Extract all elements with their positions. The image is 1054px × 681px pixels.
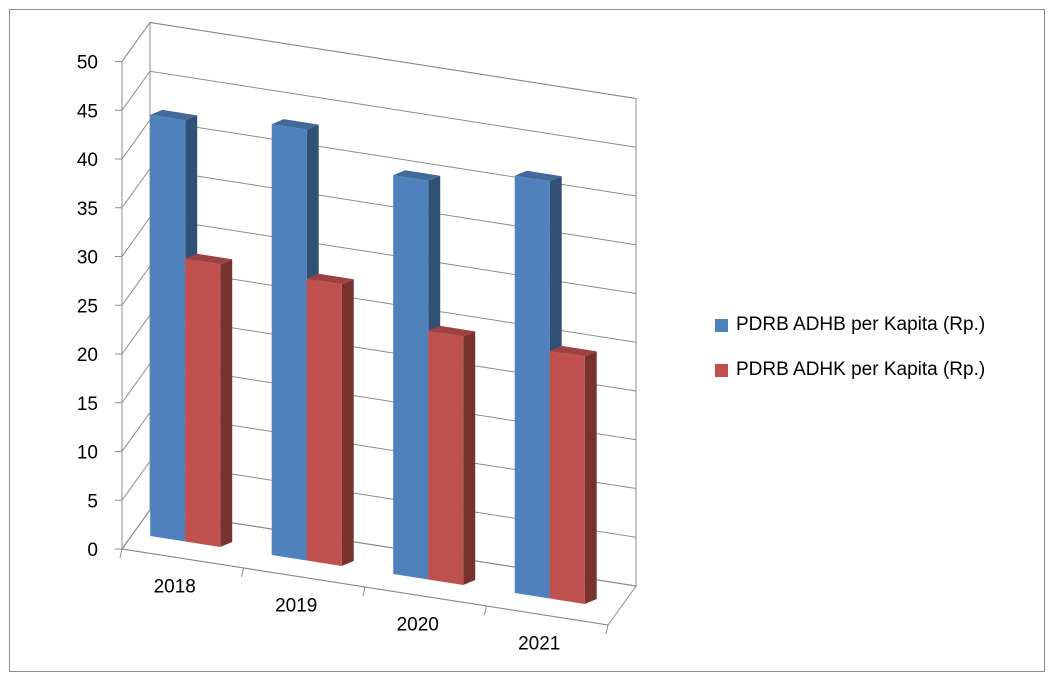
legend-item-adhb: PDRB ADHB per Kapita (Rp.) xyxy=(715,313,985,337)
y-tick-label: 5 xyxy=(87,491,98,512)
gridline xyxy=(121,168,637,246)
gridline xyxy=(121,265,637,343)
bar-front xyxy=(185,258,221,548)
x-tick-label: 2019 xyxy=(275,596,317,617)
x-tick-label: 2018 xyxy=(154,577,196,598)
bar-top xyxy=(185,253,233,265)
y-tick-label: 45 xyxy=(77,101,98,122)
bar-side xyxy=(220,259,233,548)
bar-2018-adhk xyxy=(185,253,233,548)
bar-top xyxy=(271,119,319,130)
legend: PDRB ADHB per Kapita (Rp.) PDRB ADHK per… xyxy=(715,313,985,403)
y-tick-label: 10 xyxy=(77,443,98,464)
y-tick-label: 15 xyxy=(77,394,98,415)
bar-front xyxy=(393,175,429,580)
x-tick-mark xyxy=(362,586,366,597)
bar-front xyxy=(428,330,464,586)
gridline xyxy=(121,119,637,197)
bar-front xyxy=(549,350,585,605)
bar-top xyxy=(306,273,354,285)
x-tick-label: 2020 xyxy=(397,615,439,636)
bar-front xyxy=(306,278,342,567)
bar-2020-adhk xyxy=(428,325,476,586)
y-tick-label: 35 xyxy=(77,199,98,220)
bar-top xyxy=(514,170,562,182)
legend-swatch-adhk xyxy=(715,363,728,377)
y-tick-label: 25 xyxy=(77,296,98,317)
x-tick-mark xyxy=(605,624,609,635)
bar-2021-adhk xyxy=(549,345,597,605)
bar-top xyxy=(549,345,597,357)
bar-front xyxy=(271,124,307,561)
gridline xyxy=(121,70,637,148)
legend-swatch-adhb xyxy=(715,318,728,332)
x-tick-label: 2021 xyxy=(518,634,560,655)
bar-side xyxy=(584,351,597,605)
gridline xyxy=(121,21,637,99)
bar-top xyxy=(150,109,198,121)
bar-top xyxy=(428,325,476,337)
x-tick-mark xyxy=(119,548,123,559)
x-tick-mark xyxy=(241,567,244,578)
bar-side xyxy=(341,279,354,567)
y-tick-label: 0 xyxy=(87,540,98,561)
y-tick-label: 50 xyxy=(77,53,98,74)
gridline xyxy=(121,216,637,294)
y-tick-label: 20 xyxy=(77,345,98,366)
legend-label-adhk: PDRB ADHK per Kapita (Rp.) xyxy=(736,359,986,380)
legend-item-adhk: PDRB ADHK per Kapita (Rp.) xyxy=(715,358,985,382)
bar-side xyxy=(463,331,476,586)
x-tick-mark xyxy=(484,605,487,616)
bar-2019-adhk xyxy=(306,273,354,567)
bar-front xyxy=(150,114,186,542)
legend-label-adhb: PDRB ADHB per Kapita (Rp.) xyxy=(736,314,986,335)
bar-front xyxy=(514,175,550,599)
y-tick-label: 40 xyxy=(77,150,98,171)
bar-top xyxy=(393,170,441,181)
y-tick-label: 30 xyxy=(77,248,98,269)
